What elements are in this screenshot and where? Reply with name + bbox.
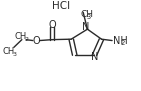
Text: N: N <box>82 22 90 32</box>
Text: CH: CH <box>15 32 27 41</box>
Text: O: O <box>32 36 40 46</box>
Text: 3: 3 <box>87 14 91 20</box>
Text: HCl: HCl <box>52 1 70 11</box>
Text: N: N <box>92 52 99 62</box>
Text: 2: 2 <box>25 36 28 41</box>
Text: NH: NH <box>113 36 128 46</box>
Text: 2: 2 <box>121 40 125 46</box>
Text: 3: 3 <box>12 52 16 57</box>
Text: CH: CH <box>80 10 93 19</box>
Text: O: O <box>48 20 56 30</box>
Text: CH: CH <box>3 47 15 56</box>
